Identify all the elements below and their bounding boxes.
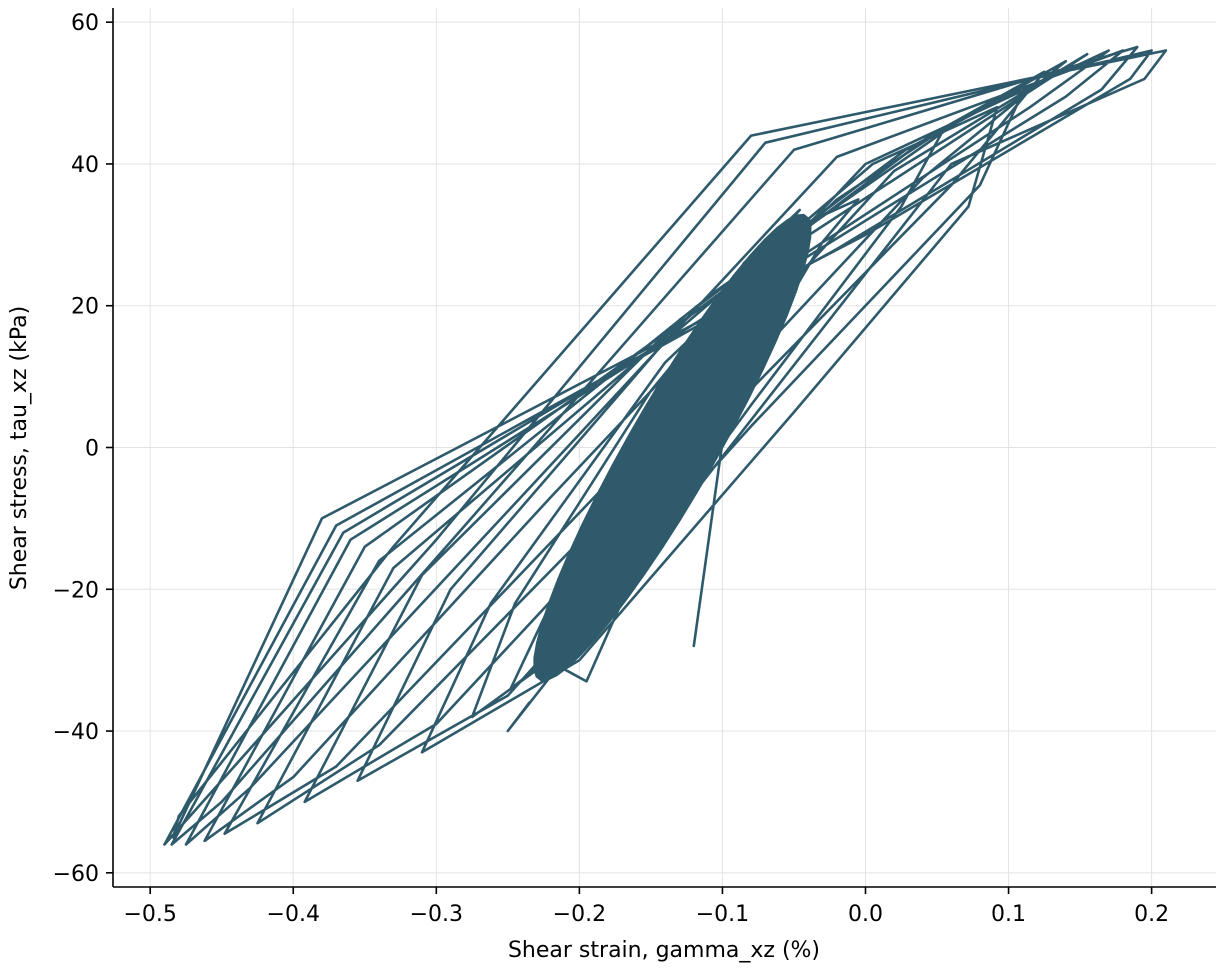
x-tick-label: −0.5 (123, 902, 176, 927)
plot-area (163, 45, 1168, 846)
y-tick-label: −20 (53, 578, 99, 603)
y-tick-label: 60 (71, 11, 99, 36)
hysteresis-curve (163, 45, 1168, 846)
x-tick-label: 0.0 (848, 902, 883, 927)
y-tick-label: −40 (53, 720, 99, 745)
y-axis-label: Shear stress, tau_xz (kPa) (7, 306, 32, 590)
x-axis-ticks: −0.5 −0.4 −0.3 −0.2 −0.1 0.0 0.1 0.2 (123, 887, 1169, 927)
y-tick-label: −60 (53, 862, 99, 887)
x-tick-label: −0.4 (267, 902, 320, 927)
x-tick-label: 0.1 (991, 902, 1026, 927)
dense-cycles-core (533, 213, 812, 682)
y-tick-label: 40 (71, 153, 99, 178)
y-tick-label: 0 (85, 437, 99, 462)
x-tick-label: −0.1 (696, 902, 749, 927)
x-axis-label: Shear strain, gamma_xz (%) (508, 938, 820, 963)
x-tick-label: 0.2 (1134, 902, 1169, 927)
y-tick-label: 20 (71, 295, 99, 320)
x-tick-label: −0.2 (553, 902, 606, 927)
y-axis-ticks: −60 −40 −20 0 20 40 60 (53, 11, 113, 887)
x-tick-label: −0.3 (410, 902, 463, 927)
